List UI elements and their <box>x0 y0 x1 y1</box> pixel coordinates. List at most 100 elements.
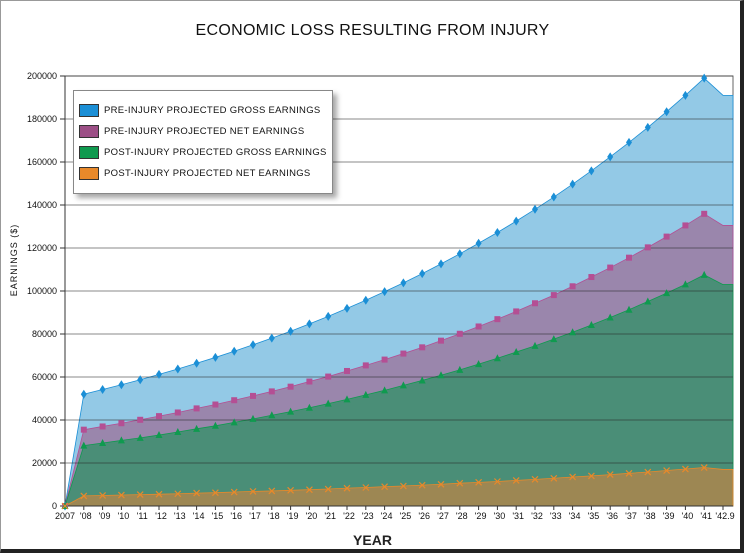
x-tick-label: '22 <box>343 511 355 521</box>
data-point-3 <box>569 473 577 481</box>
data-point-3 <box>136 491 144 499</box>
data-point-2 <box>681 280 689 288</box>
x-tick-label: '32 <box>531 511 543 521</box>
y-tick-label: 120000 <box>27 243 57 253</box>
data-point-2 <box>174 428 182 436</box>
data-point-2 <box>117 436 125 444</box>
data-point-3 <box>700 464 708 471</box>
data-point-1 <box>306 378 313 385</box>
x-tick-label: '35 <box>588 511 600 521</box>
x-tick-label: '39 <box>663 511 675 521</box>
data-point-3 <box>117 491 125 499</box>
legend-label: POST-INJURY PROJECTED GROSS EARNINGS <box>104 146 327 158</box>
x-tick-label: '10 <box>118 511 130 521</box>
data-point-1 <box>325 373 332 380</box>
data-point-3 <box>475 478 483 486</box>
data-point-2 <box>193 424 201 432</box>
x-tick-label: '28 <box>456 511 468 521</box>
x-tick-label: '19 <box>287 511 299 521</box>
data-point-2 <box>663 289 671 297</box>
data-point-2 <box>437 371 445 379</box>
data-point-3 <box>211 489 219 497</box>
legend-label: POST-INJURY PROJECTED NET EARNINGS <box>104 167 311 179</box>
data-point-3 <box>362 484 370 491</box>
data-point-0 <box>550 192 557 202</box>
data-point-2 <box>569 328 577 336</box>
data-point-0 <box>193 358 200 368</box>
data-point-3 <box>663 467 671 474</box>
x-tick-label: '38 <box>644 511 656 521</box>
data-point-0 <box>118 380 125 390</box>
data-point-2 <box>644 297 652 305</box>
data-point-1 <box>80 426 87 433</box>
data-point-2 <box>456 365 464 373</box>
data-point-2 <box>550 335 558 343</box>
data-point-0 <box>400 278 407 288</box>
legend-swatch <box>79 166 99 180</box>
x-tick-label: '14 <box>193 511 205 521</box>
data-point-1 <box>607 264 614 271</box>
data-point-0 <box>607 152 614 162</box>
data-point-2 <box>399 381 407 389</box>
data-point-2 <box>531 341 539 349</box>
legend-item: POST-INJURY PROJECTED GROSS EARNINGS <box>79 145 327 159</box>
data-point-2 <box>475 360 483 368</box>
data-point-2 <box>99 439 107 447</box>
data-point-1 <box>438 337 444 344</box>
data-point-1 <box>118 420 125 427</box>
data-point-3 <box>493 478 501 485</box>
data-point-1 <box>287 383 294 390</box>
data-point-0 <box>419 269 426 279</box>
data-point-1 <box>400 350 407 357</box>
data-point-3 <box>174 490 182 498</box>
data-point-1 <box>381 356 388 363</box>
x-tick-label: '17 <box>249 511 261 521</box>
data-point-2 <box>587 320 595 328</box>
data-point-3 <box>155 490 163 498</box>
data-point-3 <box>437 480 445 488</box>
x-tick-label: '12 <box>155 511 167 521</box>
data-point-1 <box>456 330 463 337</box>
data-point-0 <box>494 228 501 238</box>
data-point-1 <box>174 409 181 416</box>
y-tick-label: 100000 <box>27 286 57 296</box>
x-tick-label: '40 <box>682 511 694 521</box>
data-point-0 <box>287 326 294 336</box>
data-point-1 <box>644 244 651 251</box>
data-point-0 <box>156 369 162 379</box>
data-point-3 <box>249 487 257 495</box>
y-tick-label: 60000 <box>32 372 57 382</box>
x-tick-label: '41 <box>700 511 712 521</box>
data-point-1 <box>701 210 708 217</box>
y-tick-label: 140000 <box>27 200 57 210</box>
data-point-2 <box>136 433 144 441</box>
x-tick-label: '23 <box>362 511 374 521</box>
x-tick-label: '34 <box>569 511 581 521</box>
data-point-3 <box>193 489 201 497</box>
x-tick-label: '24 <box>381 511 393 521</box>
data-point-0 <box>231 346 238 356</box>
x-tick-label: '36 <box>606 511 618 521</box>
data-point-3 <box>587 472 595 480</box>
data-point-2 <box>700 270 708 278</box>
data-point-2 <box>230 418 238 426</box>
data-point-1 <box>419 344 426 351</box>
data-point-1 <box>156 413 162 420</box>
x-tick-label: '13 <box>174 511 186 521</box>
data-point-2 <box>362 390 370 398</box>
x-tick-label: '27 <box>437 511 449 521</box>
data-point-3 <box>381 483 389 491</box>
y-tick-label: 80000 <box>32 329 57 339</box>
data-point-0 <box>569 179 576 189</box>
x-tick-label: '42.9 <box>715 511 734 521</box>
data-point-1 <box>626 254 632 261</box>
data-point-2 <box>343 395 351 403</box>
data-point-1 <box>513 308 520 315</box>
data-point-2 <box>287 407 295 415</box>
data-point-2 <box>249 414 257 422</box>
data-point-2 <box>155 431 163 439</box>
x-tick-label: '15 <box>212 511 224 521</box>
x-tick-label: '20 <box>306 511 318 521</box>
x-tick-label: '37 <box>625 511 637 521</box>
x-tick-label: '29 <box>475 511 487 521</box>
